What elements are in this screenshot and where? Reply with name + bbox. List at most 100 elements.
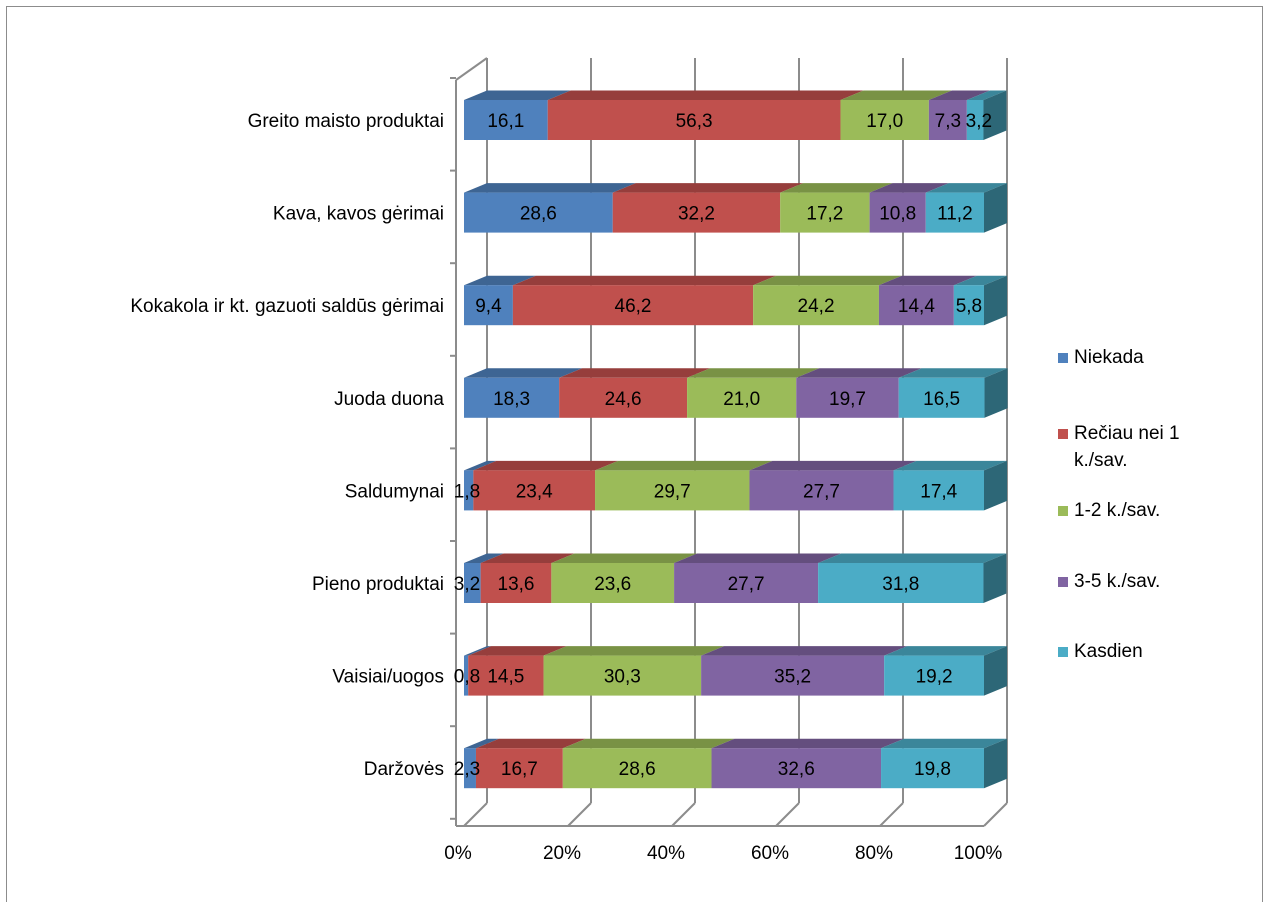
legend-label: Rečiau nei 1 k./sav.: [1074, 423, 1180, 471]
x-tick-label: 60%: [751, 843, 789, 864]
bar-segment: [893, 470, 984, 511]
category-label: Juoda duona: [334, 389, 444, 410]
data-label: 5,8: [956, 296, 982, 317]
bar-segment: [878, 285, 954, 326]
legend-swatch: [1058, 353, 1068, 363]
category-label: Saldumynai: [345, 481, 444, 502]
bar-segment: [753, 285, 879, 326]
data-label: 2,3: [454, 759, 480, 780]
category-label: Pieno produktai: [312, 574, 444, 595]
data-label: 19,8: [914, 759, 951, 780]
bar-row: 1,8 23,4 29,7 27,7 17,4 Saldumynai: [345, 460, 1007, 511]
bar-top-face: [925, 183, 1007, 193]
bar-segment: [869, 192, 926, 233]
bar-segment: [925, 192, 984, 233]
category-label: Vaisiai/uogos: [332, 667, 444, 688]
bar-top-face: [612, 183, 804, 193]
bar-segment: [966, 100, 984, 140]
bar-row: 2,3 16,7 28,6 32,6 19,8 Daržovės: [364, 738, 1007, 789]
bar-segment: [543, 655, 702, 696]
bar-top-face: [953, 275, 1007, 286]
bar-segment: [884, 655, 984, 696]
floor-gridline: [879, 802, 904, 827]
bar-top-face: [840, 90, 952, 100]
bar-top-face: [464, 646, 492, 656]
bar-segment: [898, 377, 985, 418]
bar-top-face: [464, 183, 636, 193]
bar-row: 28,6 32,2 17,2 10,8 11,2 Kava, kavos gėrimai: [273, 183, 1007, 233]
floor-gridline: [567, 802, 592, 827]
category-label: Daržovės: [364, 759, 444, 780]
floor-gridline: [983, 802, 1008, 827]
bar-top-face: [869, 183, 949, 193]
bar-segment: [840, 100, 929, 140]
x-tick-label: 80%: [855, 843, 893, 864]
data-label: 17,4: [920, 481, 957, 502]
data-label: 19,7: [829, 389, 866, 410]
data-label: 27,7: [803, 481, 840, 502]
bar-segment: [780, 192, 870, 233]
data-label: 28,6: [619, 759, 656, 780]
data-label: 10,8: [879, 204, 916, 225]
data-label: 17,0: [866, 111, 903, 132]
bar-top-face: [464, 738, 499, 749]
bar-top-face: [881, 738, 1007, 749]
bar-segment: [749, 470, 894, 511]
data-label: 46,2: [615, 296, 652, 317]
bar-segment: [475, 748, 563, 789]
legend-label: Niekada: [1074, 347, 1144, 368]
bar-top-face: [966, 90, 1007, 100]
bar-segment: [687, 377, 797, 418]
category-label: Kava, kavos gėrimai: [273, 204, 444, 225]
bar-segment: [464, 470, 474, 511]
data-label: 16,5: [923, 389, 960, 410]
legend-swatch: [1058, 429, 1068, 439]
bar-top-face: [464, 460, 497, 471]
x-tick-label: 0%: [444, 843, 472, 864]
data-label: 21,0: [723, 389, 760, 410]
bar-segment: [562, 748, 712, 789]
bar-segment: [464, 192, 613, 233]
bar-top-face: [468, 646, 567, 656]
chart-frame: [6, 6, 1263, 902]
data-label: 56,3: [676, 111, 713, 132]
bar-top-face: [464, 90, 571, 100]
bar-top-face: [780, 183, 893, 193]
data-label: 3,2: [966, 111, 992, 132]
legend-swatch: [1058, 506, 1068, 516]
data-label: 3,2: [454, 574, 480, 595]
floor-gridline: [463, 802, 488, 827]
bar-top-face: [543, 646, 725, 656]
bar-top-face: [893, 460, 1007, 471]
bar-top-face: [464, 368, 583, 378]
data-label: 16,1: [487, 111, 524, 132]
bar-segment: [711, 748, 882, 789]
bar-side-face: [984, 183, 1007, 233]
legend-label: 1-2 k./sav.: [1074, 500, 1160, 521]
bar-row: 16,1 56,3 17,0 7,3 3,2 Greito maisto produkta…: [248, 90, 1007, 140]
data-label: 19,2: [916, 667, 953, 688]
bar-top-face: [687, 368, 820, 378]
bar-side-face: [984, 368, 1008, 418]
x-tick-label: 20%: [543, 843, 581, 864]
legend-label: Kasdien: [1074, 641, 1143, 662]
bar-segment: [464, 285, 513, 326]
bar-top-face: [547, 90, 864, 100]
bar-side-face: [983, 90, 1007, 140]
category-label: Greito maisto produktai: [248, 111, 444, 132]
bar-top-face: [898, 368, 1008, 378]
bar-top-face: [884, 646, 1007, 656]
bar-top-face: [711, 738, 905, 749]
bar-segment: [464, 748, 476, 789]
bar-top-face: [464, 275, 536, 286]
data-label: 35,2: [774, 667, 811, 688]
data-label: 18,3: [493, 389, 530, 410]
gridlines: [450, 57, 1008, 827]
bar-segment: [464, 100, 548, 140]
data-label: 0,8: [454, 667, 480, 688]
bar-top-face: [928, 90, 990, 100]
data-label: 32,2: [678, 204, 715, 225]
data-label: 23,6: [594, 574, 631, 595]
